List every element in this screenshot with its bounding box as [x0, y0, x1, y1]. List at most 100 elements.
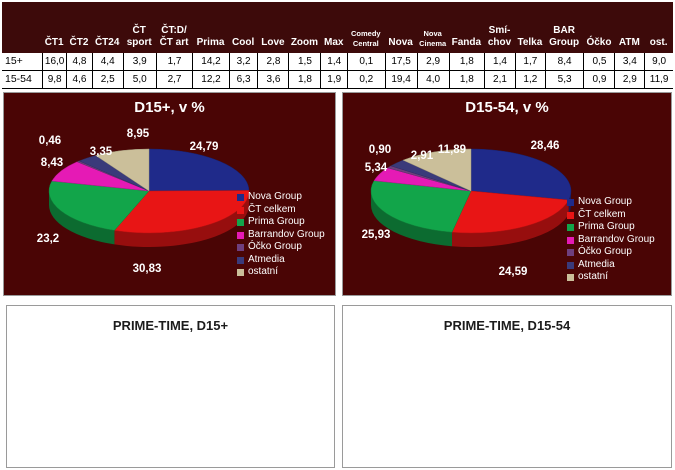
pie-legend: Nova Group ČT celkem Prima Group Barrandov …	[567, 196, 671, 297]
table-cell: 1,7	[514, 53, 545, 70]
table-cell: 9,8	[42, 71, 66, 88]
column-header-love: Love	[257, 2, 288, 51]
bar-chart-primetime-d1554-panel: PRIME-TIME, D15-54	[342, 305, 672, 468]
pie-slice-nova-group	[148, 148, 250, 192]
table-cell: 2,1	[484, 71, 515, 88]
table-cell: 4,4	[91, 53, 123, 70]
column-header-smichov: Smí-chov	[484, 2, 515, 51]
bar-chart-primetime-d1554	[343, 306, 673, 469]
bar-chart-primetime-d15-panel: PRIME-TIME, D15+	[6, 305, 335, 468]
table-cell: 1,4	[484, 53, 515, 70]
share-table-header: ČT1 ČT2 ČT24 ČT sport ČT:D/ČT art Prima Cool Lov…	[2, 2, 673, 53]
table-cell: 4,0	[416, 71, 449, 88]
table-cell: 14,2	[192, 53, 228, 70]
pie-data-label-atmedia: 3,35	[90, 146, 113, 158]
pie-wall-prima-group	[49, 191, 115, 245]
column-header-text: ČT	[132, 25, 146, 36]
table-cell: 8,4	[544, 53, 584, 70]
column-header-text: ČT1	[44, 37, 64, 48]
legend-label: ostatní	[248, 266, 279, 277]
bar-chart-primetime-d15	[7, 306, 336, 469]
pie-data-label-ct-celkem: 24,59	[499, 266, 528, 278]
pie-slices	[48, 148, 250, 234]
legend-label: Atmedia	[578, 258, 615, 270]
table-cell: 2,5	[91, 71, 123, 88]
table-cell: 3,4	[614, 53, 644, 70]
legend-label: ČT celkem	[248, 203, 296, 215]
table-cell: 2,9	[416, 53, 449, 70]
pie-data-label-ocko-group: 0,46	[39, 135, 61, 147]
legend-label: Prima Group	[578, 221, 635, 232]
pie-legend: Nova Group ČT celkem Prima Group Barrandov …	[237, 191, 335, 292]
pie-chart-d1554: 28,46 24,59 25,93 5,34 0,90 2,91 11,89	[362, 140, 572, 278]
legend-label: Prima Group	[248, 216, 305, 227]
column-header-ost: ost.	[644, 2, 673, 51]
table-cell: 0,5	[583, 53, 614, 70]
pie-chart-d15-panel: D15+, v % 24,79 30,83 23,2 8,43 0,46 3,35 8,95…	[3, 92, 336, 296]
column-header-prima: Prima	[192, 2, 228, 51]
column-header-ct2: ČT2	[66, 2, 91, 51]
column-header-text: Smí-	[488, 25, 511, 36]
pie-data-label-nova-group: 24,79	[190, 141, 219, 153]
table-cell: 5,3	[544, 71, 584, 88]
pie-data-label-prima-group: 25,93	[362, 229, 391, 241]
table-cell: 6,3	[228, 71, 258, 88]
table-cell: 1,9	[320, 71, 347, 88]
pie-wall-prima-group	[371, 191, 453, 247]
table-cell: 1,4	[320, 53, 347, 70]
column-header-text: Cool	[232, 37, 255, 48]
table-cell: 9,0	[644, 53, 673, 70]
share-table-row: 15-54 9,8 4,6 2,5 5,0 2,7 12,2 6,3 3,6 1,8 1,9 0,2 1…	[2, 71, 673, 89]
legend-label: ostatní	[578, 271, 609, 282]
table-cell: 4,8	[66, 53, 91, 70]
column-header-text: BAR	[553, 25, 575, 36]
column-header-cool: Cool	[229, 2, 258, 51]
column-header-text: ČT2	[69, 37, 89, 48]
legend-swatch	[237, 244, 244, 251]
column-header-fanda: Fanda	[449, 2, 484, 51]
pie-data-label-barrandov-group: 5,34	[365, 162, 388, 174]
legend-swatch	[567, 211, 574, 219]
pie-slice-ostatni	[95, 148, 150, 192]
legend-swatch	[237, 269, 244, 276]
column-header-text: Central	[352, 39, 379, 48]
share-table-row: 15+ 16,0 4,8 4,4 3,9 1,7 14,2 3,2 2,8 1,5 1,4 0,1 17…	[2, 53, 673, 71]
pie-data-label-nova-group: 28,46	[531, 140, 560, 152]
column-header-ct-d-ct-art: ČT:D/ČT art	[156, 2, 192, 51]
table-cell: 5,0	[122, 71, 156, 88]
column-header-ct1: ČT1	[42, 2, 66, 51]
legend-swatch	[237, 231, 244, 239]
column-header-atm: ATM	[614, 2, 644, 51]
legend-swatch	[237, 206, 244, 214]
pie-chart-title: D15+, v %	[134, 99, 205, 116]
table-cell: 1,2	[514, 71, 545, 88]
table-cell: 2,9	[614, 71, 644, 88]
table-cell: 3,2	[228, 53, 258, 70]
pie-data-label-ostatni: 8,95	[127, 128, 150, 140]
column-header-text: ČT:D/	[161, 25, 187, 36]
legend-swatch	[567, 261, 574, 269]
column-header-text: ČT art	[159, 37, 189, 48]
table-cell: 1,8	[448, 53, 484, 70]
share-table: ČT1 ČT2 ČT24 ČT sport ČT:D/ČT art Prima Cool Lov…	[2, 2, 673, 89]
table-cell: 0,2	[347, 71, 385, 88]
pie-chart-d1554-panel: D15-54, v % 28,46 24,59 25,93 5,34 0,90 2,91 1…	[342, 92, 672, 296]
pie-chart-d15: 24,79 30,83 23,2 8,43 0,46 3,35 8,95	[37, 128, 250, 275]
column-header-ocko: Óčko	[583, 2, 614, 51]
bar-chart-title: PRIME-TIME, D15-54	[443, 318, 571, 333]
pie-wall-ct-celkem	[452, 200, 569, 248]
table-cell: 2,8	[257, 53, 288, 70]
legend-label: Óčko Group	[578, 246, 632, 257]
legend-swatch	[237, 256, 244, 264]
column-header-text: Telka	[517, 37, 543, 48]
pie-slice-ct-celkem	[451, 190, 570, 234]
table-cell: 1,8	[448, 71, 484, 88]
table-cell: 1,7	[155, 53, 192, 70]
legend-label: Nova Group	[248, 191, 302, 202]
column-header-text: Max	[324, 37, 344, 48]
column-header-text: chov	[487, 37, 512, 48]
pie-slice-ct-celkem	[113, 190, 250, 234]
legend-label: Atmedia	[248, 253, 285, 265]
column-header-text: Cinema	[419, 39, 447, 48]
column-header-text: ost.	[649, 37, 668, 48]
